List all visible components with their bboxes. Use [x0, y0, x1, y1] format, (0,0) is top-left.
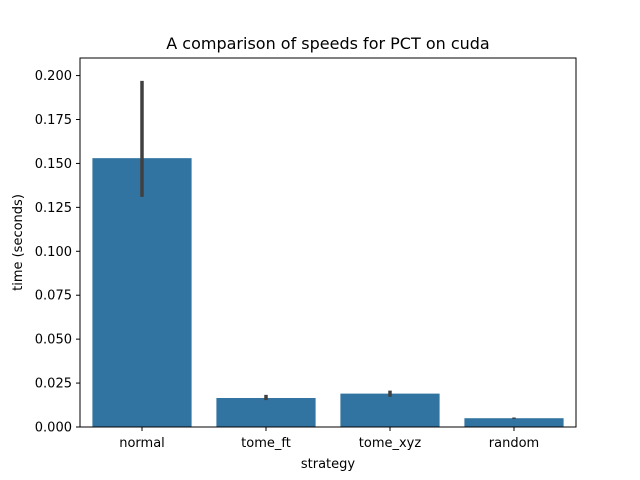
x-axis-label: strategy [301, 457, 356, 472]
y-axis: 0.000 0.025 0.050 0.075 0.100 0.125 0.150 0.175… [35, 69, 80, 436]
y-tick-label: 0.025 [35, 377, 72, 392]
plot-frame [79, 57, 577, 428]
y-tick-label: 0.200 [35, 69, 72, 84]
y-tick-label: 0.100 [35, 245, 72, 260]
bar-tome_ft [216, 398, 316, 427]
y-axis-label: time (seconds) [11, 194, 26, 291]
y-tick-label: 0.000 [35, 421, 72, 436]
x-axis: normal tome_ft tome_xyz random [119, 427, 539, 451]
y-tick-label: 0.075 [35, 289, 72, 304]
y-tick-label: 0.050 [35, 333, 72, 348]
bar-normal [92, 158, 192, 427]
bars-layer [92, 158, 564, 427]
bar-tome_xyz [340, 393, 440, 427]
y-tick-label: 0.175 [35, 113, 72, 128]
y-tick-label: 0.125 [35, 201, 72, 216]
y-tick-label: 0.150 [35, 157, 72, 172]
x-tick-label-tome_xyz: tome_xyz [359, 436, 422, 451]
x-tick-label-normal: normal [119, 436, 165, 451]
chart-title: A comparison of speeds for PCT on cuda [166, 34, 489, 53]
x-tick-label-random: random [489, 436, 539, 451]
error-bars-layer [140, 80, 516, 419]
bar-random [464, 418, 564, 427]
x-tick-label-tome_ft: tome_ft [241, 436, 291, 451]
